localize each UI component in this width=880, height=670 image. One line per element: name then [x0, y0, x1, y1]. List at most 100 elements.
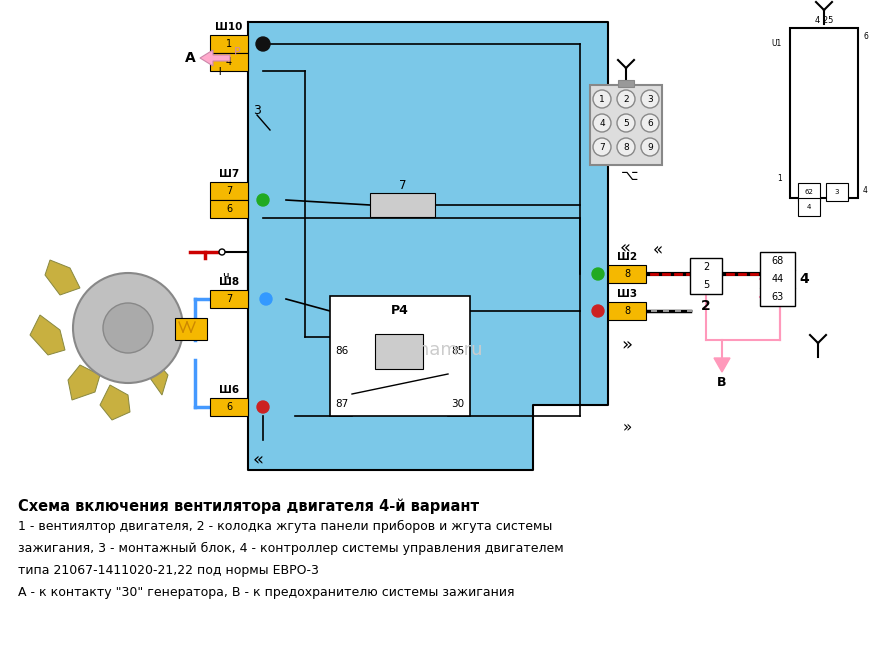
- Text: Схема включения вентилятора двигателя 4-й вариант: Схема включения вентилятора двигателя 4-…: [18, 498, 479, 513]
- Text: 68: 68: [772, 256, 783, 266]
- Circle shape: [617, 90, 635, 108]
- Text: «: «: [653, 241, 663, 259]
- Bar: [618, 80, 634, 87]
- Text: Р4: Р4: [391, 304, 409, 316]
- Text: 8: 8: [624, 306, 630, 316]
- Circle shape: [593, 90, 611, 108]
- Text: В: В: [717, 375, 727, 389]
- Text: 1: 1: [226, 39, 232, 49]
- Bar: [790, 28, 858, 198]
- Circle shape: [641, 138, 659, 156]
- Bar: [798, 198, 820, 216]
- Text: 2: 2: [623, 94, 629, 103]
- Text: 86: 86: [335, 346, 348, 356]
- Bar: [533, 405, 608, 470]
- Text: 6: 6: [647, 119, 653, 127]
- Text: 7: 7: [226, 294, 232, 304]
- Circle shape: [260, 293, 272, 305]
- Circle shape: [256, 37, 270, 51]
- Bar: [590, 85, 662, 165]
- Text: 6: 6: [226, 402, 232, 412]
- Text: Ш2: Ш2: [617, 252, 637, 262]
- Text: 5: 5: [703, 280, 709, 290]
- Circle shape: [73, 273, 183, 383]
- Polygon shape: [714, 358, 730, 372]
- Text: 4 25: 4 25: [815, 15, 833, 25]
- Polygon shape: [45, 260, 80, 295]
- Text: 6: 6: [226, 204, 232, 214]
- Text: 4: 4: [799, 272, 809, 286]
- Text: Ш6: Ш6: [219, 385, 239, 395]
- Bar: [375, 334, 423, 369]
- Text: 5: 5: [623, 119, 629, 127]
- Text: 1: 1: [777, 174, 782, 182]
- Bar: [248, 22, 608, 470]
- Text: 2: 2: [701, 299, 711, 313]
- Text: ⌥: ⌥: [621, 168, 639, 182]
- Bar: [210, 398, 248, 416]
- Circle shape: [641, 90, 659, 108]
- Text: 87: 87: [335, 399, 348, 409]
- Text: 1 - вентиялтор двигателя, 2 - колодка жгута панели приборов и жгута системы: 1 - вентиялтор двигателя, 2 - колодка жг…: [18, 520, 553, 533]
- Text: +: +: [215, 64, 225, 78]
- Text: 4: 4: [807, 204, 811, 210]
- Circle shape: [103, 303, 153, 353]
- Bar: [210, 53, 248, 71]
- Circle shape: [257, 194, 269, 206]
- Text: 7: 7: [226, 186, 232, 196]
- Text: 85: 85: [451, 346, 465, 356]
- Polygon shape: [30, 315, 65, 355]
- Text: Ш8: Ш8: [219, 277, 239, 287]
- Text: типа 21067-1411020-21,22 под нормы ЕВРО-3: типа 21067-1411020-21,22 под нормы ЕВРО-…: [18, 564, 319, 577]
- Polygon shape: [100, 385, 130, 420]
- Bar: [210, 290, 248, 308]
- Bar: [690, 258, 722, 294]
- Text: »: »: [621, 336, 633, 354]
- Circle shape: [593, 138, 611, 156]
- Bar: [826, 183, 848, 201]
- Bar: [210, 35, 248, 53]
- Circle shape: [617, 138, 635, 156]
- Text: 1: 1: [599, 94, 605, 103]
- Circle shape: [641, 114, 659, 132]
- Circle shape: [592, 268, 604, 280]
- Polygon shape: [140, 360, 168, 395]
- Text: 30: 30: [451, 399, 465, 409]
- Text: 8: 8: [623, 143, 629, 151]
- Text: 2sham.ru: 2sham.ru: [397, 341, 483, 359]
- Text: 9: 9: [647, 143, 653, 151]
- Polygon shape: [68, 365, 100, 400]
- Bar: [330, 296, 470, 416]
- Circle shape: [592, 305, 604, 317]
- Text: Р: Р: [233, 47, 240, 57]
- Text: 7: 7: [399, 178, 407, 192]
- Text: «: «: [253, 451, 263, 469]
- Text: А - к контакту "30" генератора, В - к предохранителю системы зажигания: А - к контакту "30" генератора, В - к пр…: [18, 586, 515, 599]
- Text: »: »: [622, 421, 632, 436]
- Bar: [210, 182, 248, 200]
- Circle shape: [219, 249, 225, 255]
- Bar: [760, 252, 795, 306]
- Text: 44: 44: [772, 274, 783, 284]
- Circle shape: [617, 114, 635, 132]
- Text: 8: 8: [624, 269, 630, 279]
- Text: 4: 4: [226, 57, 232, 67]
- Text: зажигания, 3 - монтажный блок, 4 - контроллер системы управления двигателем: зажигания, 3 - монтажный блок, 4 - контр…: [18, 542, 564, 555]
- Text: 3: 3: [647, 94, 653, 103]
- Text: 62: 62: [804, 189, 813, 195]
- Text: А: А: [185, 51, 195, 65]
- Text: 3: 3: [253, 103, 261, 117]
- Text: Ш7: Ш7: [219, 169, 239, 179]
- Bar: [175, 318, 207, 340]
- Text: 4: 4: [863, 186, 868, 194]
- Text: Ш10: Ш10: [216, 22, 243, 32]
- Text: 6: 6: [863, 31, 868, 40]
- Bar: [608, 265, 646, 283]
- Circle shape: [593, 114, 611, 132]
- Text: 4: 4: [599, 119, 605, 127]
- Polygon shape: [200, 50, 230, 66]
- Text: U1: U1: [772, 38, 782, 48]
- Text: ч: ч: [222, 271, 228, 281]
- Bar: [370, 193, 435, 217]
- Text: Ш3: Ш3: [617, 289, 637, 299]
